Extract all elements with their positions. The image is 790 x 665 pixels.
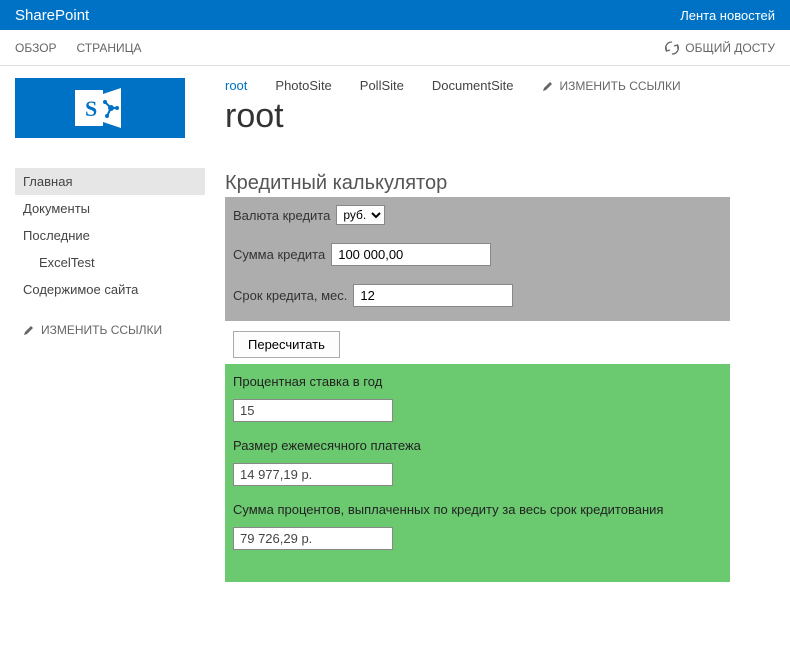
topnav-item-documentsite[interactable]: DocumentSite — [432, 78, 514, 93]
page-title: root — [225, 97, 790, 136]
sidenav-subitem-exceltest[interactable]: ExcelTest — [15, 249, 205, 276]
amount-label: Сумма кредита — [233, 247, 325, 262]
site-logo[interactable]: S — [15, 78, 185, 138]
sidenav-edit-links[interactable]: ИЗМЕНИТЬ ССЫЛКИ — [15, 317, 205, 343]
sidenav-item-home[interactable]: Главная — [15, 168, 205, 195]
share-access-label: ОБЩИЙ ДОСТУ — [685, 41, 775, 55]
sidenav-item-label: Документы — [23, 201, 90, 216]
total-interest-label: Сумма процентов, выплаченных по кредиту … — [233, 502, 722, 517]
sidenav-item-recent[interactable]: Последние — [15, 222, 205, 249]
ribbon-bar: ОБЗОР СТРАНИЦА ОБЩИЙ ДОСТУ — [0, 30, 790, 66]
ribbon-tab-browse[interactable]: ОБЗОР — [15, 41, 57, 55]
recalculate-button[interactable]: Пересчитать — [233, 331, 340, 358]
sidenav-item-label: Последние — [23, 228, 90, 243]
sidenav-item-documents[interactable]: Документы — [15, 195, 205, 222]
topnav-edit-label: ИЗМЕНИТЬ ССЫЛКИ — [560, 79, 681, 93]
topnav-item-photosite[interactable]: PhotoSite — [275, 78, 331, 93]
amount-input[interactable] — [331, 243, 491, 266]
calculator-results-panel: Процентная ставка в год 15 Размер ежемес… — [225, 364, 730, 582]
svg-text:S: S — [85, 96, 97, 121]
currency-select[interactable]: руб. — [336, 205, 385, 225]
side-navigation: Главная Документы Последние ExcelTest Со… — [15, 168, 205, 343]
sidenav-item-label: Главная — [23, 174, 72, 189]
payment-value: 14 977,19 р. — [233, 463, 393, 486]
topnav-edit-links[interactable]: ИЗМЕНИТЬ ССЫЛКИ — [542, 79, 681, 93]
sidenav-item-label: Содержимое сайта — [23, 282, 138, 297]
pencil-icon — [542, 80, 554, 92]
sync-icon — [665, 41, 679, 55]
ribbon-tab-page[interactable]: СТРАНИЦА — [77, 41, 142, 55]
topnav-item-root[interactable]: root — [225, 78, 247, 93]
sidenav-item-label: ExcelTest — [39, 255, 95, 270]
newsfeed-link[interactable]: Лента новостей — [680, 8, 775, 23]
term-input[interactable] — [353, 284, 513, 307]
term-label: Срок кредита, мес. — [233, 288, 347, 303]
currency-label: Валюта кредита — [233, 208, 330, 223]
rate-value: 15 — [233, 399, 393, 422]
pencil-icon — [23, 324, 35, 336]
sharepoint-topbar: SharePoint Лента новостей — [0, 0, 790, 30]
payment-label: Размер ежемесячного платежа — [233, 438, 722, 453]
total-interest-value: 79 726,29 р. — [233, 527, 393, 550]
topnav-item-pollsite[interactable]: PollSite — [360, 78, 404, 93]
calculator-input-panel: Валюта кредита руб. Сумма кредита Срок к… — [225, 197, 730, 321]
sidenav-item-site-contents[interactable]: Содержимое сайта — [15, 276, 205, 303]
share-access-button[interactable]: ОБЩИЙ ДОСТУ — [665, 41, 775, 55]
sidenav-edit-label: ИЗМЕНИТЬ ССЫЛКИ — [41, 323, 162, 337]
top-navigation: root PhotoSite PollSite DocumentSite ИЗМ… — [225, 78, 790, 93]
rate-label: Процентная ставка в год — [233, 374, 722, 389]
topbar-title: SharePoint — [15, 7, 89, 24]
calculator-title: Кредитный калькулятор — [225, 172, 790, 195]
